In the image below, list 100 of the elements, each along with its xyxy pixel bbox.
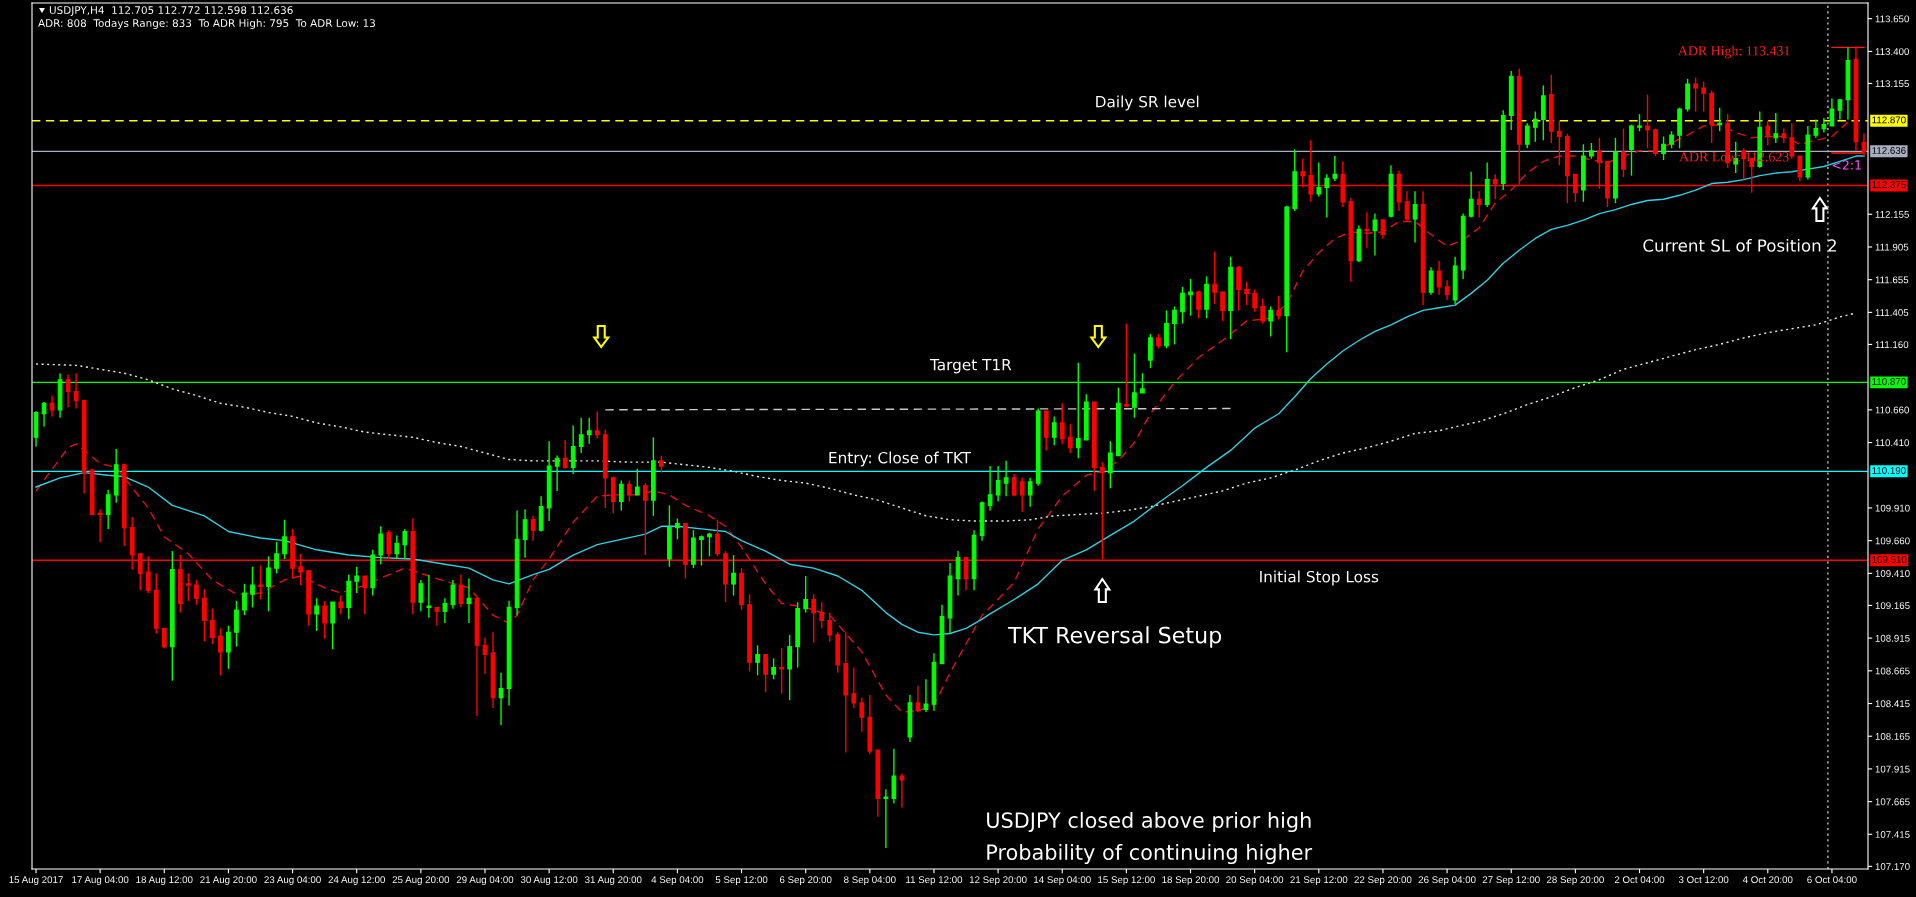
ref-line-label: 110.190 xyxy=(1872,467,1906,474)
ref-line-label: 109.510 xyxy=(1872,556,1907,563)
ref-line-label: 112.870 xyxy=(1872,116,1906,124)
y-tick-label: 108.915 xyxy=(1875,634,1910,642)
candlestick xyxy=(899,772,905,809)
candlestick xyxy=(105,488,111,530)
candlestick xyxy=(1027,477,1033,508)
y-tick-label: 109.410 xyxy=(1875,570,1910,577)
y-tick-label: 108.165 xyxy=(1875,732,1910,740)
y-tick-label: 111.655 xyxy=(1875,276,1909,284)
annotation: USDJPY closed above prior high xyxy=(987,811,1311,833)
x-tick-label: 11 Sep 12:00 xyxy=(906,876,963,886)
candlestick xyxy=(578,416,584,454)
candlestick xyxy=(202,588,207,643)
x-tick-label: 6 Oct 04:00 xyxy=(1807,876,1857,884)
candlestick xyxy=(193,579,199,606)
candlestick xyxy=(699,534,704,567)
candlestick xyxy=(811,593,817,644)
candlestick xyxy=(418,579,424,612)
candlestick xyxy=(883,788,889,849)
candlestick xyxy=(1364,211,1370,249)
candlestick xyxy=(586,416,592,445)
candlestick xyxy=(1813,118,1819,139)
chart-title: USDJPY,H4 112.705 112.772 112.598 112.636 xyxy=(49,6,293,16)
x-tick-label: 31 Aug 20:00 xyxy=(584,876,642,886)
x-tick-label: 4 Sep 04:00 xyxy=(651,876,704,886)
candlestick xyxy=(1540,84,1546,142)
x-tick-label: 6 Sep 20:00 xyxy=(779,876,832,886)
candlestick xyxy=(65,373,71,408)
y-tick-label: 113.155 xyxy=(1875,80,1909,88)
candlestick xyxy=(1476,190,1482,219)
candlestick xyxy=(458,573,464,609)
candlestick xyxy=(73,372,79,410)
candlestick xyxy=(1821,117,1827,134)
y-tick-label: 110.410 xyxy=(1875,439,1909,447)
candlestick xyxy=(1244,280,1250,306)
x-tick-label: 15 Sep 12:00 xyxy=(1098,876,1155,886)
candlestick xyxy=(394,534,400,560)
y-tick-label: 112.155 xyxy=(1875,211,1909,218)
candlestick xyxy=(787,634,793,701)
candlestick xyxy=(915,685,921,713)
candlestick xyxy=(1629,123,1634,177)
candlestick xyxy=(771,657,776,681)
candlestick xyxy=(859,696,865,733)
y-tick-label: 107.665 xyxy=(1875,798,1910,806)
annotation: Target T1R xyxy=(929,359,1012,374)
candlestick xyxy=(434,606,440,627)
text: ADR: 808 Todays Range: 833 To ADR High: 795 To ADR Low: 13 xyxy=(38,18,375,30)
x-tick-label: 25 Aug 20:00 xyxy=(392,876,450,886)
annotation: Current SL of Position 2 xyxy=(1643,238,1836,252)
candlestick xyxy=(1468,171,1474,219)
candlestick xyxy=(1148,333,1153,369)
candlestick xyxy=(618,479,624,512)
x-tick-label: 20 Sep 04:00 xyxy=(1226,876,1284,886)
x-tick-label: 29 Aug 04:00 xyxy=(456,876,514,886)
y-tick-label: 107.915 xyxy=(1875,765,1910,773)
candlestick xyxy=(1829,97,1835,127)
y-tick-label: 111.160 xyxy=(1875,341,1909,349)
candlestick xyxy=(1172,305,1177,346)
candlestick xyxy=(1653,127,1658,157)
candlestick xyxy=(819,601,825,629)
candlestick xyxy=(626,479,632,503)
ref-line-label: 112.375 xyxy=(1872,181,1906,189)
candlestick xyxy=(1003,460,1009,497)
candlestick xyxy=(1773,112,1779,144)
candlestick xyxy=(1180,286,1185,325)
candlestick xyxy=(1789,122,1795,160)
candlestick xyxy=(1324,173,1330,219)
annotation: TKT Reversal Setup xyxy=(1007,626,1222,648)
candlestick xyxy=(570,424,576,475)
candlestick xyxy=(995,465,1001,503)
x-tick-label: 5 Sep 12:00 xyxy=(715,876,768,886)
annotation: Entry: Close of TKT xyxy=(829,451,972,467)
candlestick xyxy=(675,517,680,541)
candlestick xyxy=(1621,127,1626,178)
x-tick-label: 23 Aug 04:00 xyxy=(264,876,321,886)
x-tick-label: 4 Oct 20:00 xyxy=(1742,876,1793,884)
candlestick xyxy=(354,566,360,594)
annotation: Initial Stop Loss xyxy=(1260,570,1379,586)
x-tick-label: 8 Sep 04:00 xyxy=(844,876,896,886)
candlestick xyxy=(218,627,223,677)
candlestick xyxy=(1661,135,1666,161)
candlestick xyxy=(185,572,191,602)
candlestick xyxy=(715,519,720,558)
candlestick xyxy=(466,577,472,624)
candlestick xyxy=(1556,120,1562,166)
candlestick xyxy=(851,666,857,709)
candlestick xyxy=(242,583,247,616)
y-tick-label: 113.650 xyxy=(1875,15,1909,23)
candlestick xyxy=(1067,423,1073,454)
candlestick xyxy=(442,597,448,624)
annotation: Daily SR level xyxy=(1096,95,1199,111)
candlestick xyxy=(522,508,528,559)
candlestick xyxy=(554,454,560,492)
y-tick-label: 110.660 xyxy=(1875,406,1909,414)
x-tick-label: 14 Sep 04:00 xyxy=(1034,876,1091,886)
candlestick xyxy=(1051,415,1057,446)
candlestick xyxy=(378,525,384,565)
candlestick xyxy=(226,624,231,670)
candlestick xyxy=(779,647,784,695)
